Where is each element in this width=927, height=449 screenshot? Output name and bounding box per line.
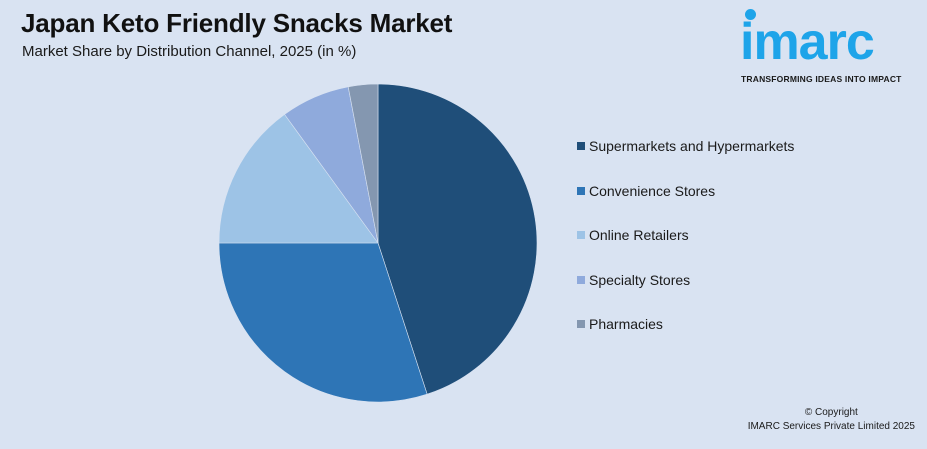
copyright-company: IMARC Services Private Limited 2025 (747, 421, 915, 432)
legend-swatch-icon (577, 186, 585, 195)
legend-label: Specialty Stores (589, 271, 691, 288)
legend-item: Online Retailers (577, 226, 794, 244)
legend-label: Pharmacies (589, 316, 663, 332)
legend-label: Convenience Stores (589, 182, 716, 199)
legend-item: Convenience Stores (577, 182, 794, 200)
chart-title: Japan Keto Friendly Snacks Market (21, 8, 453, 38)
legend-swatch-icon (577, 320, 585, 328)
logo-tagline: TRANSFORMING IDEAS INTO IMPACT (741, 74, 902, 84)
legend-swatch-icon (577, 275, 585, 284)
pie-slice-online-retailers (218, 113, 379, 244)
pie-chart (218, 83, 538, 403)
pie-slice-supermarkets-and-hypermarkets (377, 83, 538, 395)
legend-item: Supermarkets and Hypermarkets (577, 137, 794, 155)
legend-swatch-icon (577, 142, 585, 150)
logo-wordmark: imarc (740, 13, 875, 71)
copyright-footer: © Copyright IMARC Services Private Limit… (748, 406, 915, 434)
pie-slice-pharmacies (347, 83, 379, 244)
legend-swatch-icon (577, 231, 585, 239)
legend-label: Online Retailers (589, 227, 689, 243)
logo-dot-icon (745, 9, 756, 20)
legend-label: Supermarkets and Hypermarkets (589, 138, 795, 154)
legend-item: Specialty Stores (577, 271, 794, 289)
copyright-label: © Copyright (804, 407, 858, 418)
legend-item: Pharmacies (577, 315, 794, 333)
chart-subtitle: Market Share by Distribution Channel, 20… (22, 43, 357, 60)
imarc-logo: imarc TRANSFORMING IDEAS INTO IMPACT (738, 4, 923, 88)
pie-slice-convenience-stores (218, 242, 428, 403)
chart-legend: Supermarkets and Hypermarkets Convenience… (577, 137, 794, 360)
